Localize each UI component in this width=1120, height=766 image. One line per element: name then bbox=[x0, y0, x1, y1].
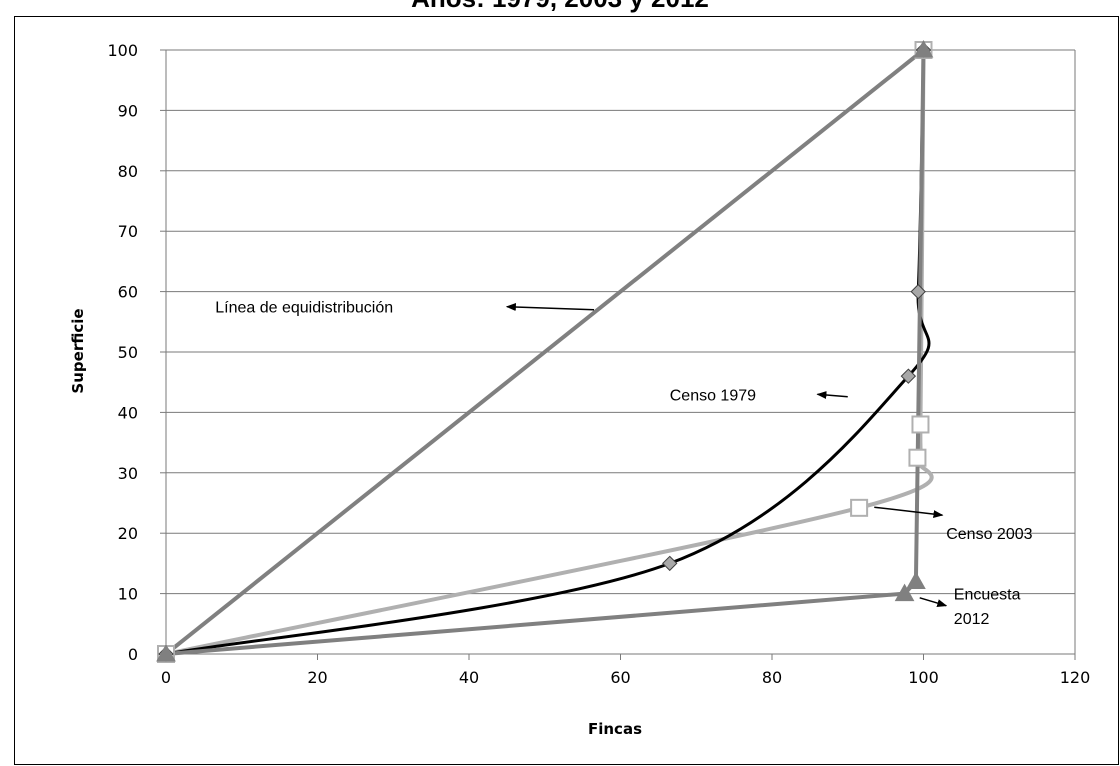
x-axis-title: Fincas bbox=[588, 720, 642, 738]
x-tick-label-2: 40 bbox=[459, 668, 479, 687]
chart-area: 0 10 20 30 40 50 60 70 80 90 100 0 20 40 60 80 100 120 Lí… bbox=[14, 16, 1119, 765]
marker-censo-2003-2 bbox=[908, 448, 927, 467]
marker-censo-1979-1 bbox=[662, 555, 678, 572]
chart-title: Años: 1979, 2003 y 2012 bbox=[0, 0, 1120, 14]
marker-censo-1979-3 bbox=[910, 283, 926, 300]
y-tick-label-10: 100 bbox=[107, 41, 138, 60]
arrow-linea-de-equidistribucion bbox=[505, 303, 595, 312]
annotations: Línea de equidistribución Censo 1979 Censo… bbox=[215, 300, 1032, 628]
annotation-linea-de-equidistribucion: Línea de equidistribución bbox=[215, 300, 393, 317]
marker-encuesta-2012-2 bbox=[906, 571, 926, 590]
arrow-censo-1979 bbox=[816, 391, 848, 399]
x-tick-label-5: 100 bbox=[908, 668, 939, 687]
y-tick-label-9: 90 bbox=[118, 101, 138, 120]
annotation-censo-2003: Censo 2003 bbox=[946, 526, 1032, 543]
chart-svg: 0 10 20 30 40 50 60 70 80 90 100 0 20 40 60 80 100 120 Lí… bbox=[69, 39, 1090, 738]
y-axis-title: Superficie bbox=[69, 308, 87, 393]
marker-encuesta-2012-1 bbox=[894, 583, 915, 602]
x-tick-label-6: 120 bbox=[1060, 668, 1091, 687]
marker-censo-2003-1 bbox=[850, 498, 869, 517]
series-line-linea-de-equidistribucion bbox=[164, 48, 925, 656]
arrow-2012 bbox=[919, 597, 948, 607]
annotation-censo-1979: Censo 1979 bbox=[670, 387, 756, 404]
x-tick-label-4: 80 bbox=[762, 668, 782, 687]
y-tick-label-5: 50 bbox=[118, 343, 138, 362]
y-tick-label-8: 80 bbox=[118, 162, 138, 181]
marker-encuesta-2012-3 bbox=[913, 39, 934, 58]
axes: 0 10 20 30 40 50 60 70 80 90 100 0 20 40 60 80 100 120 bbox=[107, 41, 1090, 687]
marker-encuesta-2012-0 bbox=[156, 643, 176, 662]
y-tick-label-4: 40 bbox=[118, 403, 138, 422]
x-tick-label-1: 20 bbox=[307, 668, 327, 687]
y-tick-label-1: 10 bbox=[118, 585, 138, 604]
y-tick-label-7: 70 bbox=[118, 222, 138, 241]
series-group bbox=[156, 39, 934, 663]
y-tick-label-0: 0 bbox=[128, 645, 138, 664]
arrow-censo-2003 bbox=[874, 506, 944, 519]
grid-lines bbox=[166, 49, 1075, 655]
y-tick-label-3: 30 bbox=[118, 464, 138, 483]
annotation-2012: 2012 bbox=[954, 611, 990, 628]
annotation-encuesta: Encuesta bbox=[954, 587, 1021, 604]
marker-censo-2003-3 bbox=[911, 415, 930, 434]
x-tick-label-3: 60 bbox=[610, 668, 630, 687]
y-tick-label-2: 20 bbox=[118, 524, 138, 543]
x-tick-label-0: 0 bbox=[161, 668, 171, 687]
marker-censo-1979-2 bbox=[900, 368, 917, 384]
y-tick-label-6: 60 bbox=[118, 283, 138, 302]
